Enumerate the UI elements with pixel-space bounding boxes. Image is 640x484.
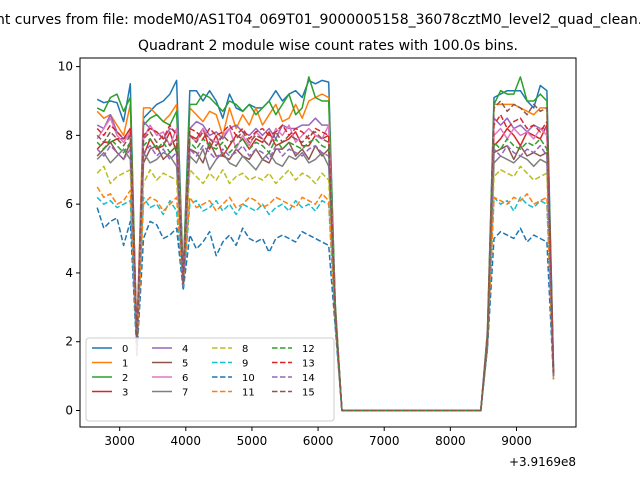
- y-tick-label: 8: [65, 128, 73, 142]
- legend-label-9: 9: [242, 359, 248, 370]
- x-offset-label: +3.9169e8: [509, 455, 576, 469]
- y-tick-label: 4: [65, 266, 73, 280]
- legend-label-3: 3: [122, 388, 128, 399]
- legend-label-2: 2: [122, 373, 128, 384]
- x-tick-label: 6000: [303, 434, 334, 448]
- x-tick-label: 4000: [171, 434, 202, 448]
- legend-label-14: 14: [302, 373, 315, 384]
- figure-suptitle: Light curves from file: modeM0/AS1T04_06…: [0, 12, 640, 28]
- y-tick-label: 10: [58, 60, 73, 74]
- y-tick-label: 6: [65, 197, 73, 211]
- legend-label-6: 6: [182, 373, 188, 384]
- legend-label-5: 5: [182, 359, 188, 370]
- legend-label-12: 12: [302, 344, 315, 355]
- x-tick-label: 5000: [237, 434, 268, 448]
- legend-label-7: 7: [182, 388, 188, 399]
- legend-label-11: 11: [242, 388, 255, 399]
- chart-title: Quadrant 2 module wise count rates with …: [138, 38, 518, 54]
- legend-label-0: 0: [122, 344, 128, 355]
- legend-label-13: 13: [302, 359, 315, 370]
- axes-frame: [79, 57, 577, 428]
- series-line-15: [96, 100, 555, 412]
- x-tick-label: 3000: [104, 434, 135, 448]
- x-tick-label: 9000: [501, 434, 532, 448]
- legend-label-4: 4: [182, 344, 188, 355]
- legend-label-10: 10: [242, 373, 255, 384]
- legend-frame: [85, 337, 335, 422]
- legend-label-8: 8: [242, 344, 248, 355]
- plot-area: [96, 76, 555, 412]
- y-tick-label: 0: [65, 403, 73, 417]
- x-tick-label: 8000: [435, 434, 466, 448]
- y-tick-label: 2: [65, 335, 73, 349]
- series-line-9: [96, 196, 555, 412]
- series-line-12: [96, 138, 555, 412]
- legend-label-1: 1: [122, 359, 128, 370]
- x-tick-label: 7000: [369, 434, 400, 448]
- legend-label-15: 15: [302, 388, 315, 399]
